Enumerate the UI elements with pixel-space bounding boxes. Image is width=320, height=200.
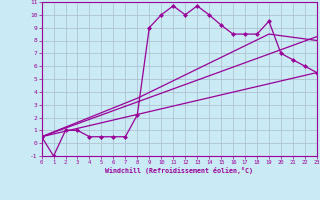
X-axis label: Windchill (Refroidissement éolien,°C): Windchill (Refroidissement éolien,°C) bbox=[105, 167, 253, 174]
